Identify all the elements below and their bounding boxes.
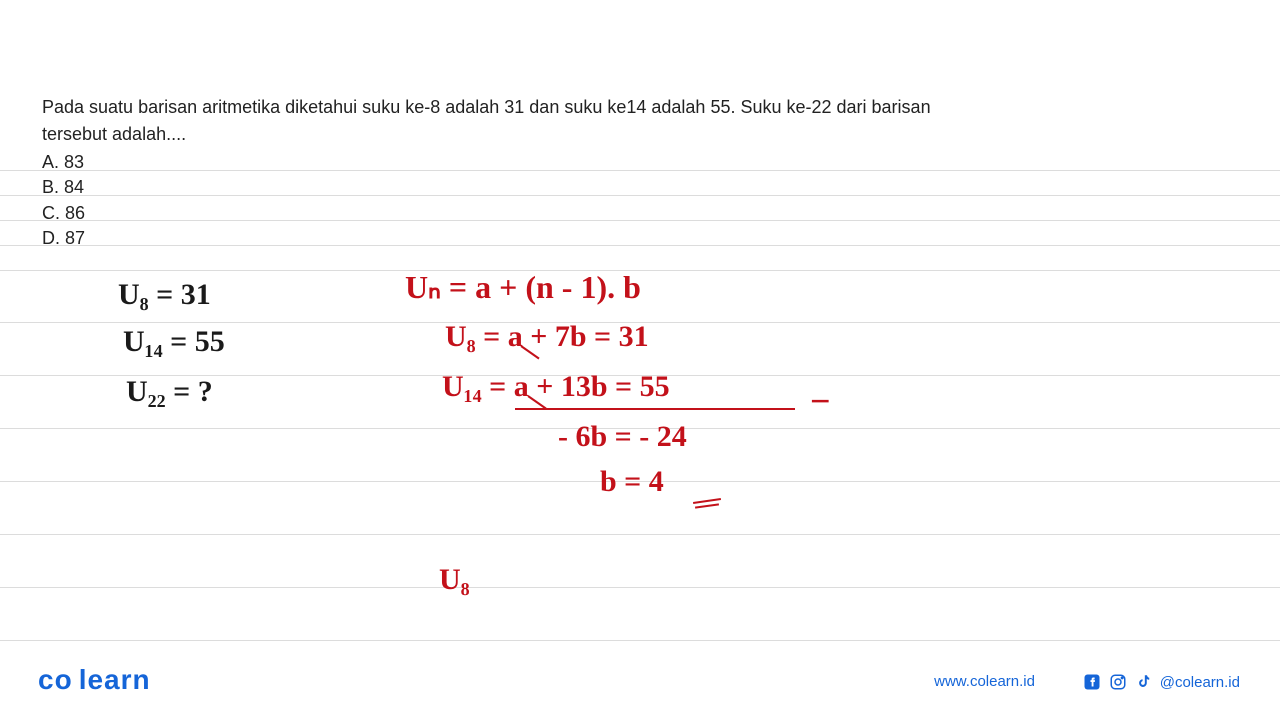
question-line1: Pada suatu barisan aritmetika diketahui …: [42, 96, 1142, 119]
option-b: B. 84: [42, 176, 1142, 199]
option-a: A. 83: [42, 151, 1142, 174]
question-block: Pada suatu barisan aritmetika diketahui …: [42, 96, 1142, 252]
logo-part2: learn: [79, 664, 151, 695]
footer-socials: @colearn.id: [1082, 672, 1240, 692]
hand-subtraction-sign: −: [810, 380, 831, 422]
logo-dot: [73, 671, 79, 691]
hand-eq-u14: U₁₄ = a + 13b = 55: [442, 370, 670, 404]
hand-u8-partial: U₈: [439, 563, 470, 597]
page-footer: co learn www.colearn.id @colearn.id: [0, 656, 1280, 696]
hand-eq-6b: - 6b = - 24: [558, 420, 687, 454]
instagram-icon[interactable]: [1108, 672, 1128, 692]
option-c: C. 86: [42, 202, 1142, 225]
hand-formula-un: Uₙ = a + (n - 1). b: [405, 268, 641, 306]
logo-part1: co: [38, 664, 73, 695]
hand-given-u8: U₈ = 31: [118, 278, 211, 312]
facebook-icon[interactable]: [1082, 672, 1102, 692]
brand-logo: co learn: [38, 664, 151, 696]
hand-given-u22: U₂₂ = ?: [126, 375, 213, 409]
question-line2: tersebut adalah....: [42, 123, 1142, 146]
footer-url[interactable]: www.colearn.id: [934, 673, 1035, 690]
answer-options: A. 83 B. 84 C. 86 D. 87: [42, 151, 1142, 251]
hand-given-u14: U₁₄ = 55: [123, 325, 225, 359]
page-root: Pada suatu barisan aritmetika diketahui …: [0, 0, 1280, 720]
hand-eq-b: b = 4: [600, 465, 664, 499]
subtraction-underline: [515, 408, 795, 410]
tiktok-icon[interactable]: [1134, 672, 1154, 692]
option-d: D. 87: [42, 227, 1142, 250]
hand-eq-u8: U₈ = a + 7b = 31: [445, 320, 649, 354]
social-handle[interactable]: @colearn.id: [1160, 674, 1240, 691]
